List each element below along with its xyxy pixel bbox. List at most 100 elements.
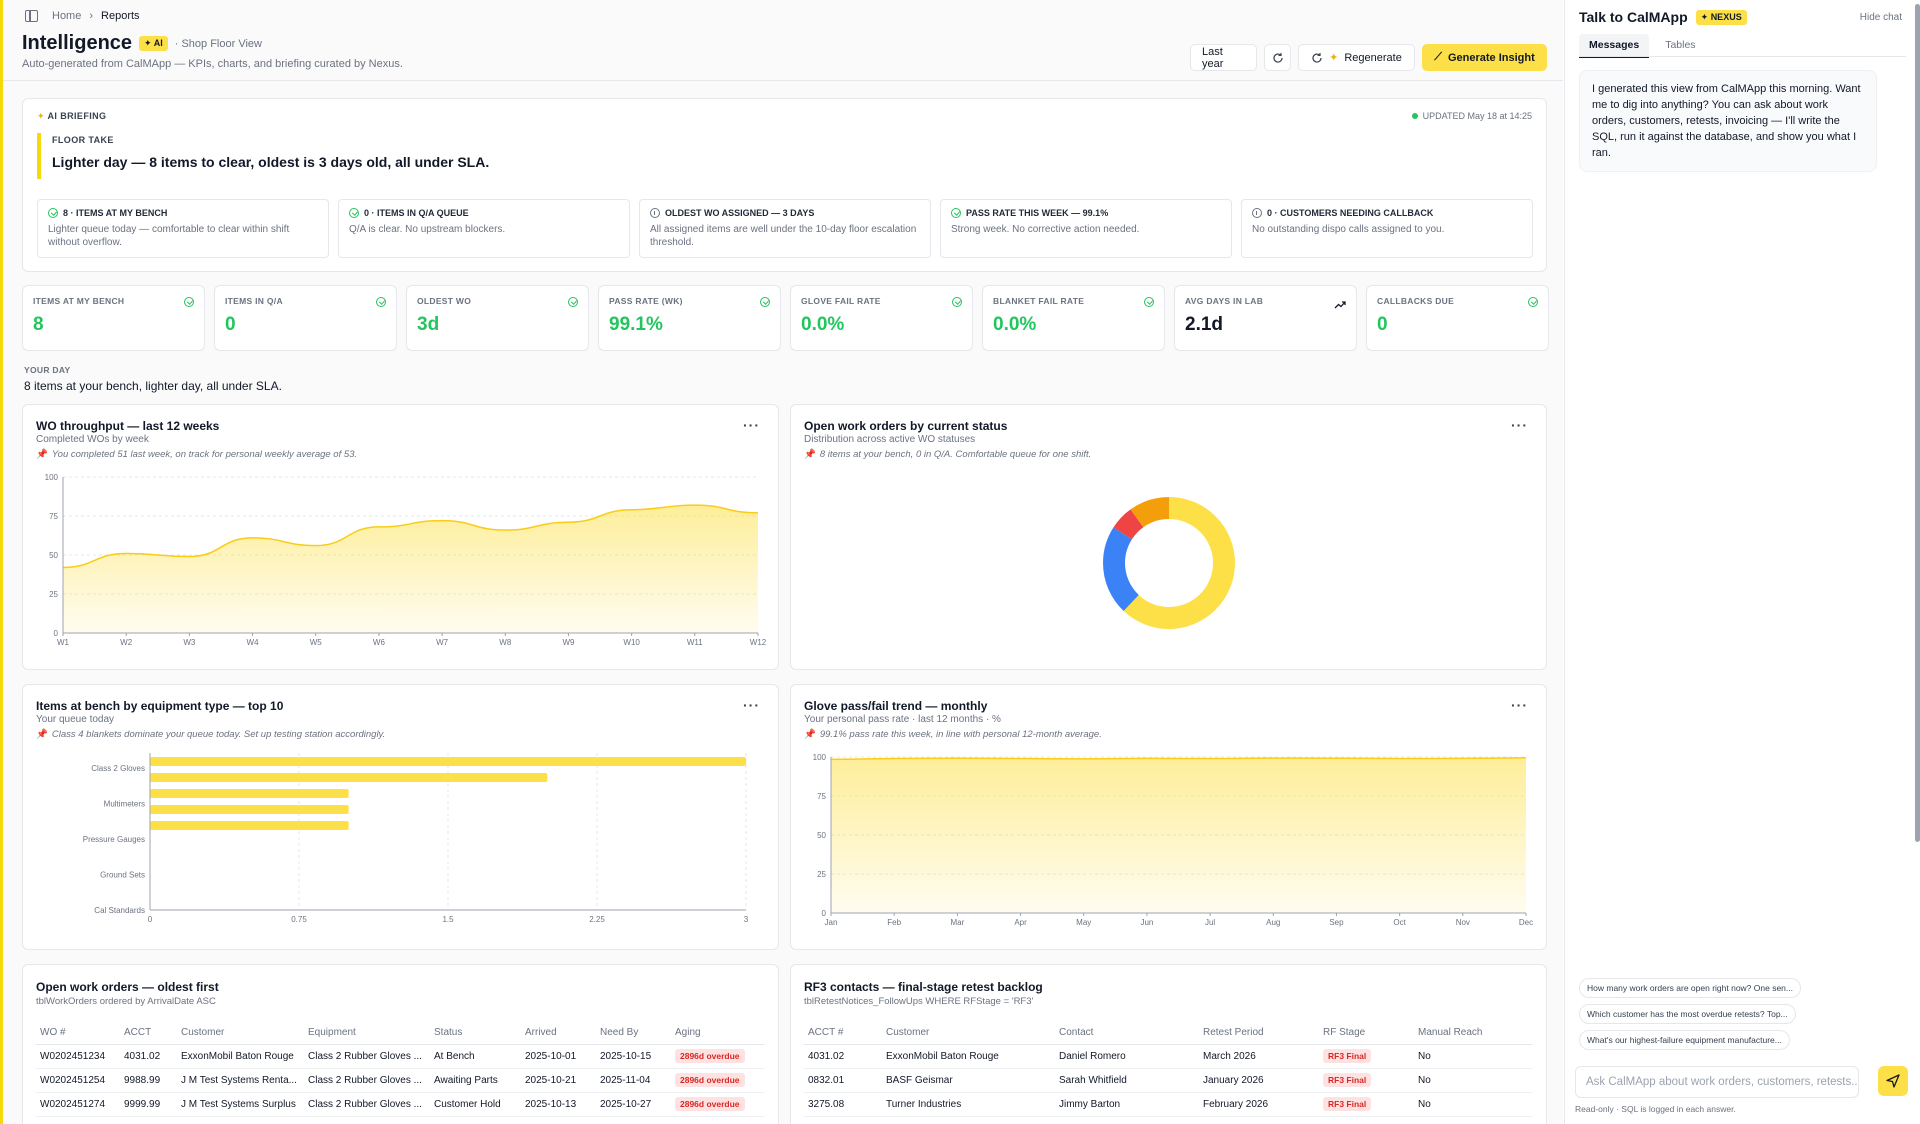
table-cell: ExxonMobil Baton Rouge [177,1044,304,1069]
refresh-icon [1312,52,1322,63]
chat-input[interactable]: Ask CalMApp about work orders, customers… [1575,1066,1859,1098]
chart-subtitle: Your personal pass rate · last 12 months… [804,714,1001,725]
column-header[interactable]: Equipment [304,1025,430,1045]
column-header[interactable]: Contact [1055,1025,1199,1045]
suggestion-chip-3[interactable]: What's our highest-failure equipment man… [1579,1030,1790,1050]
briefing-point-desc: All assigned items are well under the 10… [650,224,917,248]
ai-briefing-card: ✦ AI BRIEFING UPDATED May 18 at 14:25 FL… [22,98,1547,272]
throughput-plot: 0 25 50 75 100 W1 W2 W3 W4 W5 W6 W7 W8 W9 W10 W11 W12 [45,473,767,647]
briefing-point-desc: Strong week. No corrective action needed… [951,224,1140,235]
column-header[interactable]: RF Stage [1319,1025,1414,1045]
refresh-button[interactable] [1264,44,1291,71]
table-cell: J M Test Systems Renta... [177,1068,304,1093]
x-tick-label: Jun [1140,918,1153,927]
table-cell: 2025-10-15 [596,1044,671,1069]
more-options-button[interactable]: ··· [743,697,760,713]
column-header[interactable]: Aging [671,1025,764,1045]
bar [150,773,548,782]
tab-divider [1579,56,1906,57]
y-tick-label: Ground Sets [100,871,145,880]
table-row[interactable]: 0832.01 BASF Geismar Sarah Whitfield Januar… [804,1068,1532,1093]
column-header[interactable]: Arrived [521,1025,596,1045]
ai-badge: ✦ AI [139,36,168,51]
column-header[interactable]: ACCT # [804,1025,882,1045]
table-cell: Jimmy Barton [1055,1092,1199,1117]
briefing-point: 0 · ITEMS IN Q/A QUEUE Q/A is clear. No u… [338,199,630,258]
tab-messages[interactable]: Messages [1579,34,1650,58]
x-tick-label: W8 [499,638,512,647]
table-row[interactable]: W0202451274 9999.99 J M Test Systems Surpl… [36,1092,764,1117]
chart-subtitle: Your queue today [36,714,115,725]
equipment-plot: 0 0.75 1.5 2.25 3 Class 2 Gloves Multimeters Pr… [83,753,749,924]
kpi-label: PASS RATE (WK) [609,296,683,306]
generate-insight-button[interactable]: ⟋ Generate Insight [1422,44,1547,71]
table-row[interactable]: 3275.08 Turner Industries Jimmy Barton Febr… [804,1092,1532,1117]
table-row[interactable]: 4031.02 ExxonMobil Baton Rouge Daniel Rome… [804,1044,1532,1069]
table-row[interactable]: W0202451234 4031.02 ExxonMobil Baton Rouge… [36,1044,764,1069]
x-tick-label: May [1076,918,1091,927]
y-tick-label: 100 [813,753,827,762]
kpi-value: 0.0% [993,314,1037,335]
kpi-value: 0 [225,314,236,335]
kpi-label: AVG DAYS IN LAB [1185,296,1264,306]
x-tick-label: 2.25 [589,915,605,924]
date-range-select[interactable]: Last year [1190,44,1257,71]
more-options-button[interactable]: ··· [743,417,760,433]
generate-insight-label: Generate Insight [1447,51,1535,64]
send-button[interactable] [1878,1066,1908,1096]
briefing-points: 8 · ITEMS AT MY BENCH Lighter queue today… [37,199,1533,258]
y-tick-label: 50 [49,551,58,560]
briefing-point-title: 0 · CUSTOMERS NEEDING CALLBACK [1252,208,1522,218]
table-cell: 9988.99 [120,1068,177,1093]
column-header[interactable]: ACCT [120,1025,177,1045]
table-cell: No [1414,1044,1532,1069]
regenerate-label: Regenerate [1344,51,1402,64]
table-cell: J M Test Systems Surplus [177,1092,304,1117]
page-title: Intelligence [22,32,133,54]
table-cell: BASF Geismar [882,1068,1055,1093]
chart-note: 📌 8 items at your bench, 0 in Q/A. Comfor… [804,449,1092,460]
column-header[interactable]: Retest Period [1199,1025,1319,1045]
hide-chat-button[interactable]: Hide chat [1859,12,1902,23]
regenerate-button[interactable]: ✦ Regenerate [1298,44,1415,71]
suggestion-chip-2[interactable]: Which customer has the most overdue rete… [1579,1004,1796,1024]
table-cell: 2025-10-21 [521,1068,596,1093]
table-title: Open work orders — oldest first [36,980,219,994]
tab-tables[interactable]: Tables [1665,39,1696,51]
scrollbar[interactable] [1915,4,1920,842]
more-options-button[interactable]: ··· [1511,417,1528,433]
glove-pass-chart: Glove pass/fail trend — monthly Your per… [790,684,1547,950]
briefing-label: ✦ AI BRIEFING [37,111,107,121]
check-circle-icon [376,297,386,307]
check-circle-icon [568,297,578,307]
column-header[interactable]: Manual Reach [1414,1025,1532,1045]
column-header[interactable]: Need By [596,1025,671,1045]
column-header[interactable]: Customer [177,1025,304,1045]
kpi-card: ITEMS IN Q/A 0 [214,285,397,351]
table-title: RF3 contacts — final-stage retest backlo… [804,980,1043,994]
column-header[interactable]: Status [430,1025,521,1045]
pin-icon: 📌 [36,449,48,460]
column-header[interactable]: WO # [36,1025,120,1045]
chart-title: Open work orders by current status [804,419,1008,433]
sidebar-toggle-icon[interactable] [25,10,38,22]
info-icon [1252,208,1262,218]
more-options-button[interactable]: ··· [1511,697,1528,713]
chart-subtitle: Distribution across active WO statuses [804,434,976,445]
bar [150,821,349,830]
chat-panel: Talk to CalMApp ✦ NEXUS Hide chat Messag… [1564,0,1920,1124]
x-tick-label: W4 [247,638,260,647]
work-orders-grid: WO # ACCT Customer Equipment Status Arrived Ne… [36,1025,764,1117]
status-badge: RF3 Final [1323,1096,1372,1111]
chat-title: Talk to CalMApp [1579,9,1688,25]
suggestion-chip-1[interactable]: How many work orders are open right now?… [1579,978,1801,998]
series-area [63,505,758,633]
x-tick-label: W7 [436,638,449,647]
x-tick-label: 0.75 [291,915,307,924]
send-icon [1886,1074,1900,1088]
table-row[interactable]: W0202451254 9988.99 J M Test Systems Renta… [36,1068,764,1093]
x-tick-label: W2 [120,638,133,647]
column-header[interactable]: Customer [882,1025,1055,1045]
pie-slice [1103,497,1235,629]
breadcrumb-home[interactable]: Home [52,10,82,22]
